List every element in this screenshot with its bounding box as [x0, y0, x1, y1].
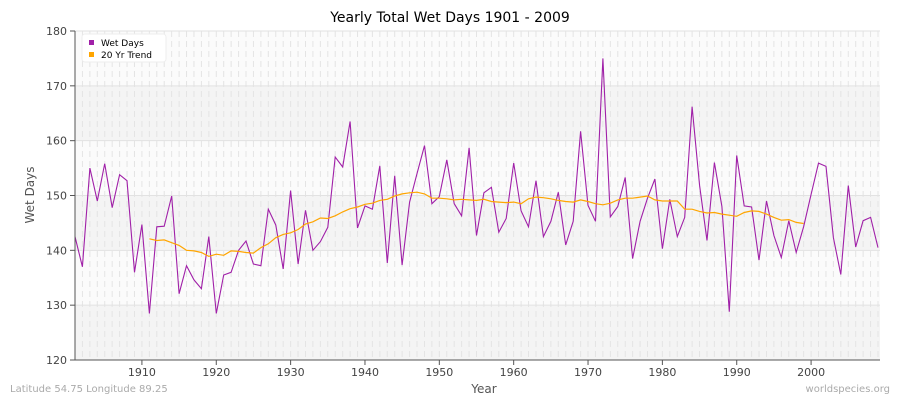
x-tick-label: 2000 [797, 366, 825, 379]
x-axis-label: Year [470, 382, 496, 396]
wet-days-line [74, 58, 879, 314]
x-tick-label: 1950 [425, 366, 453, 379]
y-tick-label: 130 [46, 299, 67, 312]
legend-label-wet-days: Wet Days [101, 39, 144, 49]
trend-line [149, 191, 804, 258]
x-tick-label: 1980 [648, 366, 676, 379]
grid-band [75, 140, 880, 196]
x-tick-label: 1930 [277, 366, 305, 379]
y-tick-label: 180 [46, 25, 67, 38]
y-axis-label: Wet Days [23, 166, 37, 223]
grid-band [75, 31, 880, 86]
legend-swatch-trend [89, 52, 94, 57]
y-tick-label: 170 [46, 80, 67, 93]
chart-title: Yearly Total Wet Days 1901 - 2009 [329, 10, 570, 26]
x-tick-label: 1960 [500, 366, 528, 379]
y-tick-label: 160 [46, 135, 67, 148]
x-tick-label: 1970 [574, 366, 602, 379]
x-tick-label: 1940 [351, 366, 379, 379]
legend-label-trend: 20 Yr Trend [101, 51, 152, 61]
x-tick-label: 1910 [128, 366, 156, 379]
legend: Wet Days 20 Yr Trend [81, 33, 167, 63]
footer-location: Latitude 54.75 Longitude 89.25 [10, 384, 168, 395]
footer-site[interactable]: worldspecies.org [805, 384, 890, 395]
y-tick-label: 140 [46, 244, 67, 257]
legend-swatch-wet-days [89, 40, 94, 45]
y-tick-label: 120 [46, 354, 67, 367]
x-tick-label: 1920 [202, 366, 230, 379]
legend-box [81, 33, 167, 63]
x-tick-label: 1990 [723, 366, 751, 379]
y-tick-label: 150 [46, 190, 67, 203]
